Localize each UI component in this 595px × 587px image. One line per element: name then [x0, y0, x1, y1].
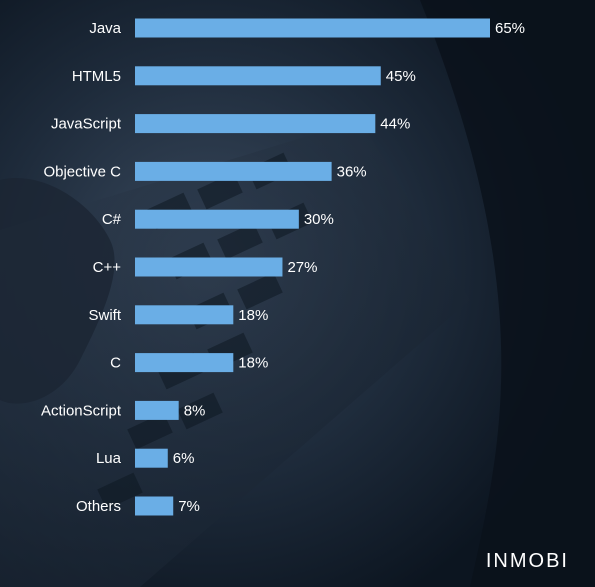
inmobi-logo: INMOBI [485, 550, 569, 572]
value-label: 36% [337, 163, 367, 180]
bar [135, 400, 179, 420]
value-label: 30% [304, 211, 334, 228]
value-label: 45% [386, 68, 416, 85]
value-label: 6% [173, 450, 195, 467]
value-label: 18% [238, 355, 268, 372]
bar [135, 496, 174, 516]
category-label: Objective C [43, 163, 121, 180]
value-label: 27% [287, 259, 317, 276]
value-label: 8% [184, 402, 206, 419]
bar [135, 305, 234, 325]
bar [135, 209, 299, 229]
category-label: C# [102, 211, 122, 228]
value-label: 44% [380, 116, 410, 133]
value-label: 7% [178, 498, 200, 515]
category-label: HTML5 [72, 68, 121, 85]
bar [135, 66, 381, 86]
category-label: ActionScript [41, 402, 122, 419]
bar [135, 114, 376, 134]
category-label: C++ [93, 259, 122, 276]
category-label: C [110, 355, 121, 372]
category-label: Lua [96, 450, 122, 467]
bar [135, 353, 234, 373]
bar [135, 257, 283, 277]
value-label: 18% [238, 307, 268, 324]
category-label: JavaScript [51, 116, 122, 133]
value-label: 65% [495, 20, 525, 37]
category-label: Swift [88, 307, 121, 324]
category-label: Java [89, 20, 121, 37]
bar [135, 448, 168, 468]
bar [135, 161, 332, 181]
category-label: Others [76, 498, 121, 515]
bar [135, 18, 490, 38]
